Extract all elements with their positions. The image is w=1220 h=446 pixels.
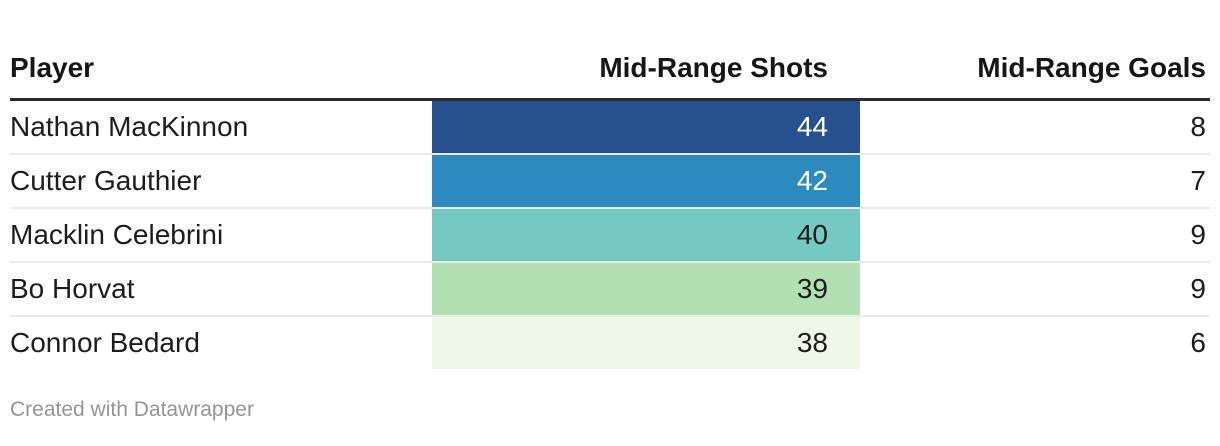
- goals-cell: 9: [860, 262, 1210, 317]
- goals-cell: 9: [860, 208, 1210, 263]
- table-row: Connor Bedard 38 6: [10, 316, 1210, 369]
- table-row: Cutter Gauthier 42 7: [10, 154, 1210, 209]
- shots-heatmap-cell: 40: [432, 208, 860, 263]
- table-header: Player Mid-Range Shots Mid-Range Goals: [10, 0, 1210, 101]
- table-row: Macklin Celebrini 40 9: [10, 208, 1210, 263]
- column-header-mid-range-shots: Mid-Range Shots: [432, 0, 860, 101]
- player-name-cell: Connor Bedard: [10, 327, 200, 358]
- goals-cell: 6: [1190, 327, 1206, 358]
- column-header-player: Player: [10, 0, 432, 101]
- datawrapper-table-chart: Player Mid-Range Shots Mid-Range Goals N…: [10, 0, 1210, 369]
- heatmap-table: Player Mid-Range Shots Mid-Range Goals N…: [10, 0, 1210, 369]
- shots-heatmap-cell: 38: [432, 316, 860, 369]
- goals-cell: 7: [860, 154, 1210, 209]
- player-name-cell: Cutter Gauthier: [10, 154, 432, 209]
- table-body: Nathan MacKinnon 44 8 Cutter Gauthier 42…: [10, 99, 1210, 369]
- shots-heatmap-cell: 42: [432, 154, 860, 209]
- player-name-cell: Macklin Celebrini: [10, 208, 432, 263]
- table-row: Nathan MacKinnon 44 8: [10, 99, 1210, 155]
- player-name-cell: Bo Horvat: [10, 262, 432, 317]
- table-row: Bo Horvat 39 9: [10, 262, 1210, 317]
- column-header-mid-range-goals: Mid-Range Goals: [860, 0, 1210, 101]
- goals-cell: 8: [860, 99, 1210, 155]
- datawrapper-credit-link[interactable]: Created with Datawrapper: [10, 398, 254, 421]
- player-name-cell: Nathan MacKinnon: [10, 99, 432, 155]
- shots-heatmap-cell: 39: [432, 262, 860, 317]
- shots-heatmap-cell: 44: [432, 99, 860, 155]
